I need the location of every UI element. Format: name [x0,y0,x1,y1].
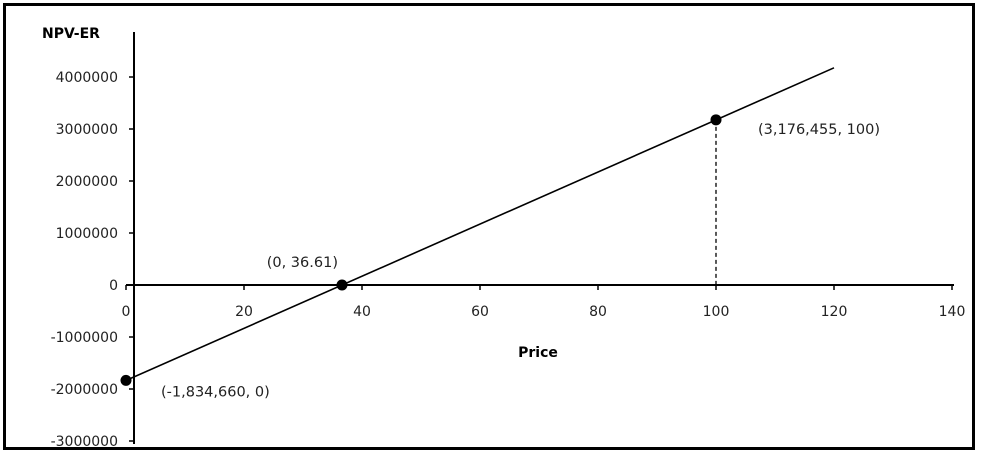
y-tick-label: 0 [109,278,118,294]
data-point-marker [120,374,132,386]
x-tick-label: 60 [471,304,489,320]
y-tick-label: -2000000 [51,382,118,398]
data-point-marker [710,114,722,126]
x-tick-label: 80 [589,304,607,320]
data-point-label: (-1,834,660, 0) [161,384,270,400]
y-axis-title: NPV-ER [42,26,100,42]
x-tick-label: 100 [703,304,730,320]
y-tick-label: 3000000 [56,122,118,138]
x-axis-title: Price [518,345,558,361]
y-tick-label: -1000000 [51,330,118,346]
y-tick-label: 4000000 [56,70,118,86]
data-point-label: (0, 36.61) [267,255,338,271]
y-tick-label: -3000000 [51,434,118,450]
series-line [125,67,835,382]
y-tick-label: 1000000 [56,226,118,242]
points: (-1,834,660, 0) (0, 36.61) (3,176,455, 100… [120,114,880,400]
data-point-marker [336,279,348,291]
x-tick-label: 140 [939,304,966,320]
x-ticks: 0 20 40 60 80 100 120 140 [122,285,966,320]
series [125,67,835,382]
x-tick-label: 0 [122,304,131,320]
x-tick-label: 120 [821,304,848,320]
data-point-label: (3,176,455, 100) [758,122,880,138]
x-tick-label: 40 [353,304,371,320]
x-tick-label: 20 [235,304,253,320]
y-ticks: 40000003000000200000010000000-1000000-20… [51,70,134,450]
axes [126,32,954,444]
y-tick-label: 2000000 [56,174,118,190]
